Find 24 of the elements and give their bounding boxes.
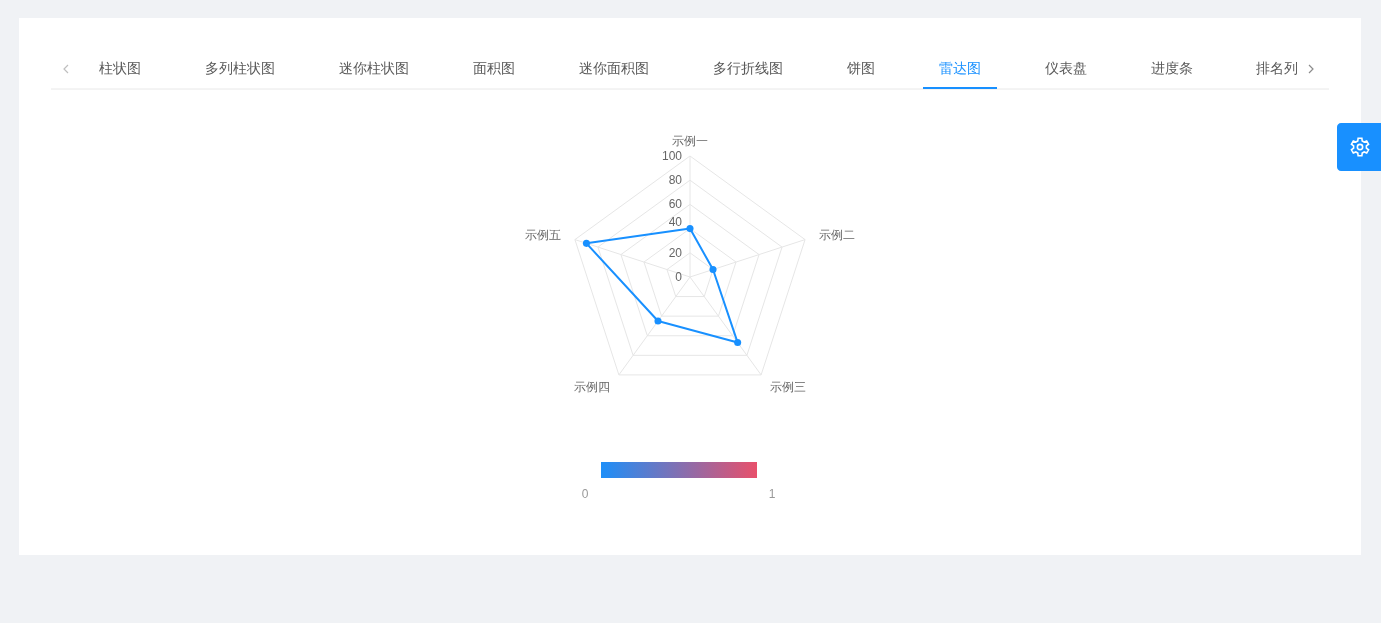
y-tick-label: 100 <box>661 149 683 163</box>
text: 柱状图 <box>99 60 141 76</box>
spoke-label: 示例五 <box>524 227 561 242</box>
text: 1 <box>768 487 776 501</box>
text: 迷你柱状图 <box>339 60 409 76</box>
text: 多列柱状图 <box>205 60 275 76</box>
y-tick-label: 20 <box>668 245 683 260</box>
spoke-label: 示例一 <box>672 134 708 148</box>
text: 进度条 <box>1151 60 1193 76</box>
y-tick-label: 0 <box>675 270 683 284</box>
text: 雷达图 <box>939 60 981 76</box>
y-tick-label: 40 <box>668 214 683 229</box>
spoke-label: 示例三 <box>769 380 806 395</box>
text: 多行折线图 <box>713 60 783 76</box>
spoke-label: 示例四 <box>574 380 611 395</box>
text: 面积图 <box>473 60 515 76</box>
text: 仪表盘 <box>1045 60 1087 76</box>
y-tick-label: 80 <box>668 173 683 188</box>
text: 0 <box>581 487 589 501</box>
text: 排名列 <box>1256 60 1298 76</box>
spoke-label: 示例二 <box>819 227 856 242</box>
y-tick-label: 60 <box>668 197 683 212</box>
text: 饼图 <box>846 60 875 76</box>
text: 迷你面积图 <box>579 60 649 76</box>
